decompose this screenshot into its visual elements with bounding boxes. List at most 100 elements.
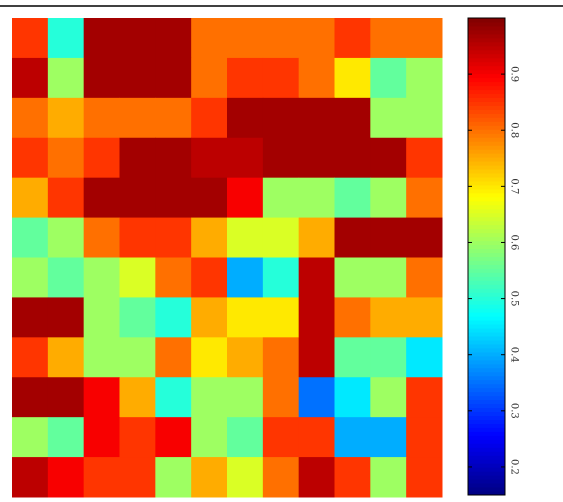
colorbar-swatch: [468, 244, 505, 250]
heatmap-cell: [298, 297, 335, 338]
heatmap-cell: [119, 417, 156, 458]
colorbar-swatch: [468, 105, 505, 110]
colorbar-swatch: [468, 137, 505, 142]
heatmap-cell: [334, 137, 371, 179]
heatmap-cell: [47, 377, 85, 418]
heatmap-cell: [83, 177, 120, 219]
heatmap-cell: [262, 217, 300, 258]
heatmap-cell: [47, 337, 85, 378]
heatmap-cell: [262, 18, 300, 59]
colorbar-swatch: [468, 153, 505, 158]
heatmap-cell: [370, 177, 407, 219]
heatmap-cell: [298, 18, 335, 59]
colorbar-swatch: [468, 320, 505, 325]
heatmap-cell: [191, 217, 228, 258]
heatmap-cell: [47, 217, 85, 258]
colorbar-tick-label: 0.6: [509, 235, 520, 251]
heatmap-cell: [47, 57, 85, 99]
heatmap-cell: [155, 337, 192, 378]
colorbar-swatch: [468, 288, 505, 293]
heatmap-cell: [406, 457, 443, 498]
heatmap-cell: [227, 297, 264, 338]
colorbar-swatch: [468, 260, 505, 265]
colorbar-swatch: [468, 284, 505, 289]
heatmap-cell: [47, 18, 85, 59]
colorbar-swatch: [468, 296, 505, 301]
colorbar-swatch: [468, 403, 505, 409]
heatmap-cell: [334, 377, 371, 418]
colorbar-swatch: [468, 165, 505, 170]
heatmap-cell: [227, 137, 264, 179]
colorbar-swatch: [468, 208, 505, 214]
colorbar-swatch: [468, 145, 505, 150]
heatmap-cell: [334, 217, 371, 258]
colorbar-swatch: [468, 431, 505, 436]
colorbar-tick-label: 0.7: [509, 178, 520, 194]
heatmap-cell: [334, 177, 371, 219]
heatmap-cell: [370, 97, 407, 139]
colorbar-swatch: [468, 252, 505, 257]
colorbar-swatch: [468, 351, 505, 357]
heatmap-cell: [298, 377, 335, 418]
colorbar-swatch: [468, 467, 505, 472]
heatmap-cell: [370, 257, 407, 298]
heatmap-cell: [334, 97, 371, 139]
colorbar-swatch: [468, 264, 505, 269]
colorbar-swatch: [468, 180, 505, 186]
heatmap-cell: [83, 257, 120, 298]
colorbar-swatch: [468, 97, 505, 102]
heatmap-cell: [227, 217, 264, 258]
heatmap-cell: [227, 18, 264, 59]
colorbar-swatch: [468, 240, 505, 246]
heatmap-cell: [262, 297, 300, 338]
heatmap-cell: [155, 377, 192, 418]
colorbar-swatch: [468, 427, 505, 432]
colorbar-swatch: [468, 316, 505, 321]
colorbar-swatch: [468, 300, 505, 305]
heatmap-cell: [47, 457, 85, 498]
colorbar-swatch: [468, 328, 505, 333]
heatmap-cell: [191, 457, 228, 498]
colorbar-swatch: [468, 375, 505, 381]
colorbar-swatch: [468, 292, 505, 297]
colorbar-swatch: [468, 33, 505, 39]
heatmap-cell: [155, 457, 192, 498]
heatmap-cell: [191, 417, 228, 458]
heatmap-cell: [262, 337, 300, 378]
colorbar-swatch: [468, 228, 505, 234]
colorbar-swatch: [468, 141, 505, 146]
heatmap-cell: [334, 18, 371, 59]
heatmap-cell: [370, 457, 407, 498]
heatmap-cell: [334, 457, 371, 498]
heatmap-cell: [406, 97, 443, 139]
colorbar-swatch: [468, 173, 505, 178]
colorbar-swatch: [468, 192, 505, 198]
colorbar-swatch: [468, 109, 505, 114]
heatmap-cell: [47, 297, 85, 338]
colorbar-swatch: [468, 61, 505, 67]
colorbar-swatch: [468, 280, 505, 285]
colorbar-swatch: [468, 18, 505, 23]
heatmap-cell: [119, 257, 156, 298]
heatmap-cell: [47, 137, 85, 179]
heatmap-cell: [155, 257, 192, 298]
colorbar-swatch: [468, 276, 505, 281]
heatmap-cell: [227, 377, 264, 418]
heatmap-cell: [119, 217, 156, 258]
colorbar-tick-label: 0.9: [509, 66, 520, 82]
heatmap-cell: [155, 297, 192, 338]
heatmap-cell: [47, 177, 85, 219]
colorbar-swatch: [468, 113, 505, 118]
heatmap-cell: [370, 377, 407, 418]
colorbar-swatch: [468, 383, 505, 389]
colorbar-swatch: [468, 268, 505, 273]
heatmap-cell: [83, 417, 120, 458]
heatmap-cell: [191, 257, 228, 298]
colorbar-tick-label: 0.8: [509, 122, 520, 138]
colorbar-swatch: [468, 332, 505, 337]
heatmap-cell: [191, 337, 228, 378]
heatmap-cell: [191, 18, 228, 59]
colorbar-swatch: [468, 387, 505, 393]
heatmap-cell: [406, 57, 443, 99]
